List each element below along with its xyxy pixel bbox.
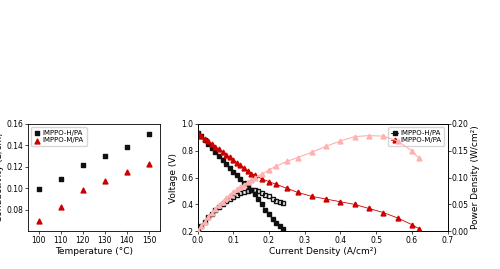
IMPPO-M/PA: [145, 161, 153, 166]
IMPPO-H/PA: [259, 203, 265, 206]
IMPPO-M/PA: [244, 169, 250, 172]
IMPPO-M/PA: [380, 211, 386, 214]
IMPPO-H/PA: [145, 132, 153, 137]
IMPPO-H/PA: [273, 222, 279, 225]
IMPPO-M/PA: [198, 134, 204, 137]
IMPPO-H/PA: [234, 173, 240, 176]
Legend: IMPPO-H/PA, IMPPO-M/PA: IMPPO-H/PA, IMPPO-M/PA: [388, 127, 444, 146]
IMPPO-H/PA: [216, 154, 222, 158]
IMPPO-M/PA: [323, 197, 329, 201]
IMPPO-M/PA: [230, 158, 236, 162]
Line: IMPPO-M/PA: IMPPO-M/PA: [195, 131, 422, 231]
IMPPO-H/PA: [212, 150, 218, 154]
IMPPO-M/PA: [34, 218, 42, 223]
IMPPO-M/PA: [309, 195, 315, 198]
IMPPO-M/PA: [416, 227, 422, 230]
Y-axis label: Conductivity (S/cm): Conductivity (S/cm): [0, 133, 4, 222]
IMPPO-M/PA: [205, 140, 211, 143]
IMPPO-M/PA: [259, 177, 265, 180]
IMPPO-H/PA: [194, 132, 200, 135]
IMPPO-H/PA: [205, 142, 211, 146]
Y-axis label: Voltage (V): Voltage (V): [170, 153, 178, 203]
IMPPO-M/PA: [101, 179, 109, 183]
IMPPO-M/PA: [394, 216, 400, 220]
IMPPO-M/PA: [284, 187, 290, 190]
X-axis label: Temperature (°C): Temperature (°C): [55, 247, 133, 256]
IMPPO-H/PA: [226, 167, 232, 170]
IMPPO-M/PA: [220, 150, 226, 154]
Y-axis label: Power Density (W/cm²): Power Density (W/cm²): [472, 126, 480, 229]
IMPPO-H/PA: [270, 218, 276, 221]
IMPPO-M/PA: [234, 161, 240, 164]
IMPPO-H/PA: [241, 181, 247, 185]
IMPPO-H/PA: [220, 158, 226, 162]
IMPPO-H/PA: [209, 146, 215, 150]
IMPPO-M/PA: [238, 164, 244, 167]
IMPPO-M/PA: [409, 223, 415, 226]
IMPPO-H/PA: [238, 177, 244, 180]
IMPPO-H/PA: [202, 138, 207, 141]
IMPPO-M/PA: [241, 167, 247, 170]
IMPPO-H/PA: [244, 184, 250, 187]
IMPPO-H/PA: [280, 227, 286, 230]
IMPPO-M/PA: [202, 137, 207, 140]
Line: IMPPO-H/PA: IMPPO-H/PA: [195, 131, 286, 231]
IMPPO-M/PA: [216, 148, 222, 151]
IMPPO-H/PA: [248, 188, 254, 191]
IMPPO-H/PA: [56, 176, 64, 181]
IMPPO-M/PA: [194, 132, 200, 135]
IMPPO-H/PA: [266, 212, 272, 215]
IMPPO-M/PA: [273, 183, 279, 186]
IMPPO-H/PA: [223, 162, 229, 166]
IMPPO-M/PA: [266, 180, 272, 183]
IMPPO-M/PA: [123, 170, 131, 174]
IMPPO-H/PA: [101, 154, 109, 158]
IMPPO-H/PA: [34, 187, 42, 192]
IMPPO-H/PA: [198, 134, 204, 137]
IMPPO-M/PA: [294, 191, 300, 194]
X-axis label: Current Density (A/cm²): Current Density (A/cm²): [268, 247, 376, 256]
IMPPO-H/PA: [230, 171, 236, 174]
IMPPO-H/PA: [255, 197, 261, 201]
IMPPO-M/PA: [209, 142, 215, 146]
IMPPO-H/PA: [262, 208, 268, 211]
IMPPO-M/PA: [223, 153, 229, 156]
IMPPO-H/PA: [123, 145, 131, 150]
IMPPO-M/PA: [248, 172, 254, 175]
Legend: IMPPO-H/PA, IMPPO-M/PA: IMPPO-H/PA, IMPPO-M/PA: [31, 127, 86, 146]
IMPPO-M/PA: [212, 145, 218, 148]
IMPPO-H/PA: [276, 224, 282, 228]
IMPPO-H/PA: [78, 162, 86, 167]
IMPPO-M/PA: [366, 207, 372, 210]
IMPPO-M/PA: [338, 200, 344, 203]
IMPPO-M/PA: [252, 173, 258, 176]
IMPPO-M/PA: [226, 156, 232, 159]
IMPPO-H/PA: [252, 192, 258, 195]
IMPPO-M/PA: [78, 188, 86, 193]
IMPPO-M/PA: [56, 204, 64, 209]
IMPPO-M/PA: [352, 203, 358, 206]
